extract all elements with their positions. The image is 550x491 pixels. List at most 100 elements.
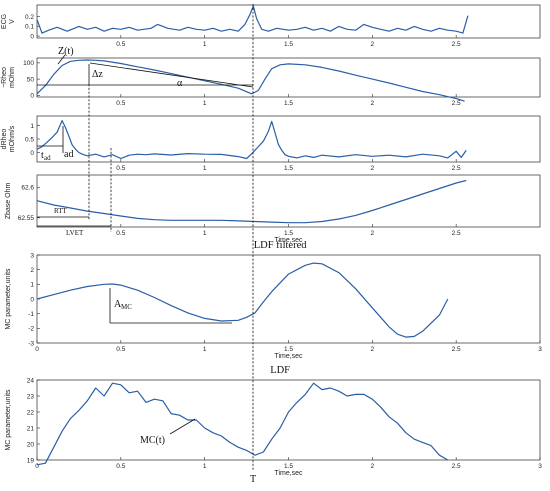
rheo-xtick-label: 2.5 — [452, 100, 461, 107]
ldf-filtered-ytick-label: -3 — [28, 340, 34, 347]
rheo-ytick-label: 0 — [30, 93, 34, 100]
ecg-xtick-label: 1 — [203, 41, 207, 48]
ldf-ytick-label: 20 — [27, 441, 35, 448]
t-marker-label: T — [250, 474, 256, 485]
ldf-filtered-ytick-label: -2 — [28, 326, 34, 333]
ldf-filtered-ytick-label: 0 — [30, 296, 34, 303]
panel-drheo: 0.5 1 1.5 2 2.5 0 0.5 1 dRheo mOhm/s — [1, 115, 541, 172]
ldf-axes-frame — [36, 379, 541, 461]
ldf-ytick-label: 24 — [27, 377, 35, 384]
ldf-filtered-ytick-label: 3 — [30, 252, 34, 259]
ldf-ytick-label: 19 — [27, 457, 35, 464]
panel-ldf-filtered: 0 0.5 1 1.5 2 2.5 3 -3 -2 -1 0 1 2 3 MC parameter,unit… — [5, 240, 542, 360]
ldf-filtered-series-line — [36, 262, 449, 338]
zbase-xlabel: Time,sec — [274, 237, 303, 244]
ldf-xtick-label: 1.5 — [284, 463, 293, 470]
lvet-label: LVET — [66, 229, 84, 237]
panel-ecg: 0.5 1 1.5 2 2.5 0 0.1 0.2 ECG V — [1, 4, 541, 48]
ldf-filtered-ytick-label: -1 — [28, 311, 34, 318]
ecg-xtick-label: 1.5 — [284, 41, 293, 48]
ldf-filtered-xtick-label: 0 — [35, 346, 39, 353]
zt-pointer — [57, 54, 66, 65]
panel-rheo: 0.5 1 1.5 2 2.5 0 50 100 −Rheo mOhm — [1, 57, 541, 107]
ldf-filtered-axes-frame — [36, 254, 541, 344]
ecg-ylabel: V — [9, 19, 16, 24]
mct-label: MC(t) — [140, 435, 165, 446]
zbase-ytick-label: 62.6 — [21, 185, 34, 192]
annotation-layer: T Z(t) Δz α ad t ad RTT LVET A MC MC(t) — [37, 4, 256, 485]
rheo-xtick-label: 1 — [203, 100, 207, 107]
ldf-ytick-label: 22 — [27, 409, 35, 416]
ldf-filtered-ytick-label: 2 — [30, 267, 34, 274]
panel-ldf: 0 0.5 1 1.5 2 2.5 3 19 20 21 22 23 24 MC parameter,un… — [5, 365, 542, 477]
ecg-ylabel: ECG — [1, 14, 8, 29]
ldf-xtick-label: 0 — [35, 463, 39, 470]
drheo-xtick-label: 1 — [203, 165, 207, 172]
ecg-ytick-label: 0.1 — [25, 24, 34, 31]
zbase-axes-frame — [36, 174, 541, 228]
zbase-ylabel: Zbase Ohm — [5, 183, 12, 220]
ecg-series-line — [36, 5, 469, 34]
ad-label: ad — [64, 149, 73, 160]
amc-label: A — [114, 299, 122, 310]
ldf-filtered-ytick-label: 1 — [30, 282, 34, 289]
delta-z-label: Δz — [92, 69, 103, 80]
drheo-ytick-label: 1 — [30, 123, 34, 130]
drheo-ylabel: mOhm/s — [9, 125, 16, 152]
ldf-xtick-label: 3 — [538, 463, 542, 470]
zbase-xtick-label: 1.5 — [284, 230, 293, 237]
drheo-series-line — [36, 119, 467, 160]
ldf-ylabel: MC parameter,units — [5, 389, 12, 451]
zt-label: Z(t) — [58, 46, 74, 57]
t-ad-label: t — [41, 150, 44, 161]
drheo-ytick-label: 0.5 — [25, 136, 34, 143]
ecg-xtick-label: 2.5 — [452, 41, 461, 48]
rheo-tangent-line — [89, 62, 254, 88]
alpha-label: α — [177, 78, 183, 89]
panel-zbase: 0.5 1 1.5 2 2.5 62.55 62.6 Zbase Ohm Time,sec — [5, 174, 541, 244]
ldf-xtick-label: 2.5 — [452, 463, 461, 470]
ldf-xtick-label: 0.5 — [116, 463, 125, 470]
zbase-series-line — [36, 179, 467, 224]
ldf-ytick-label: 21 — [27, 425, 35, 432]
zbase-xtick-label: 0.5 — [116, 230, 125, 237]
ecg-xtick-label: 2 — [371, 41, 375, 48]
ldf-filtered-xtick-label: 2 — [371, 346, 375, 353]
ldf-filtered-ylabel: MC parameter,units — [5, 268, 12, 330]
drheo-ytick-label: 0 — [30, 150, 34, 157]
ecg-ytick-label: 0.2 — [25, 14, 34, 21]
zbase-ytick-label: 62.55 — [18, 215, 35, 222]
ldf-filtered-xtick-label: 0.5 — [116, 346, 125, 353]
ldf-series-line — [36, 382, 449, 466]
drheo-xtick-label: 2.5 — [452, 165, 461, 172]
rheo-ytick-label: 100 — [23, 60, 34, 67]
ldf-xtick-label: 2 — [371, 463, 375, 470]
mct-pointer — [169, 418, 196, 435]
drheo-xtick-label: 1.5 — [284, 165, 293, 172]
ecg-xtick-label: 0.5 — [116, 41, 125, 48]
ldf-filtered-xtick-label: 1.5 — [284, 346, 293, 353]
ecg-axes-frame — [36, 4, 541, 39]
ldf-ytick-label: 23 — [27, 393, 35, 400]
amc-sub: MC — [121, 303, 132, 311]
ldf-filtered-xtick-label: 2.5 — [452, 346, 461, 353]
ldf-title: LDF — [270, 365, 290, 376]
ldf-xtick-label: 1 — [203, 463, 207, 470]
drheo-xtick-label: 0.5 — [116, 165, 125, 172]
rheo-series-line — [36, 59, 465, 102]
ldf-filtered-xtick-label: 1 — [203, 346, 207, 353]
rheo-xtick-label: 1.5 — [284, 100, 293, 107]
rheo-ytick-label: 50 — [27, 76, 35, 83]
ldf-filtered-xlabel: Time,sec — [274, 353, 303, 360]
drheo-xtick-label: 2 — [371, 165, 375, 172]
ldf-filtered-xtick-label: 3 — [538, 346, 542, 353]
zbase-xtick-label: 1 — [203, 230, 207, 237]
rheo-ylabel: −Rheo — [1, 67, 8, 88]
zbase-xtick-label: 2 — [371, 230, 375, 237]
rheo-xtick-label: 0.5 — [116, 100, 125, 107]
rheo-ylabel: mOhm — [9, 67, 16, 88]
rheo-xtick-label: 2 — [371, 100, 375, 107]
drheo-ylabel: dRheo — [1, 129, 8, 150]
